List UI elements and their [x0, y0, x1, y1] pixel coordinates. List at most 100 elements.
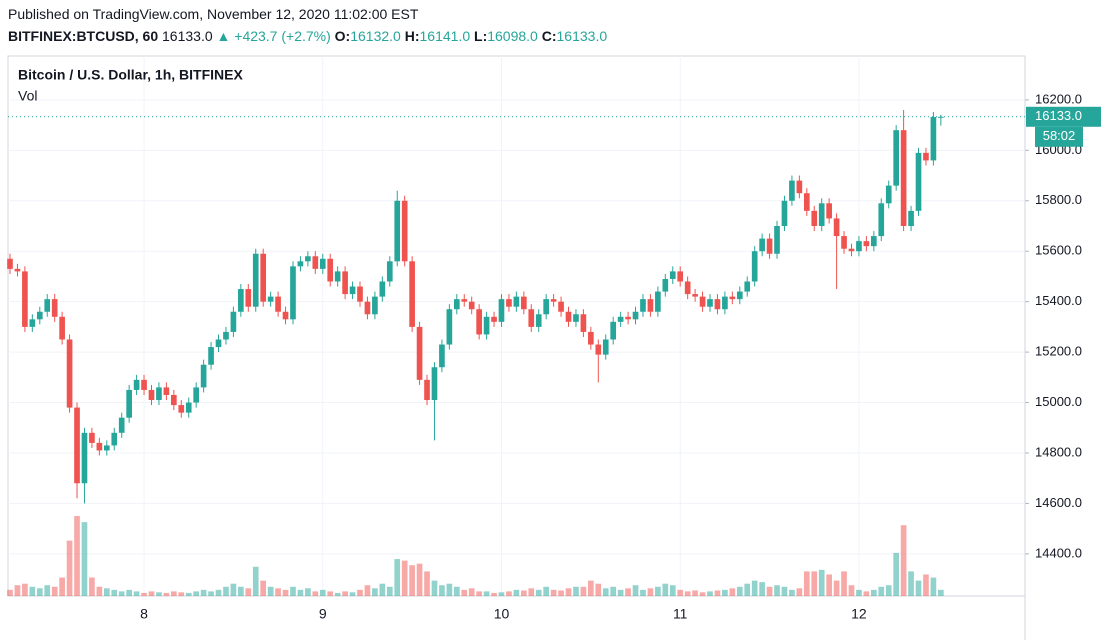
- candle-body: [297, 261, 304, 267]
- candle-body: [483, 316, 490, 335]
- volume-bar: [327, 591, 334, 596]
- volume-bar: [468, 588, 475, 596]
- candle-body: [535, 314, 542, 327]
- volume-bar: [424, 571, 430, 596]
- candle-body: [833, 218, 840, 237]
- candle-body: [290, 266, 296, 320]
- volume-bar: [833, 580, 840, 596]
- volume-bar: [148, 591, 155, 596]
- volume-bar: [267, 586, 274, 596]
- candle-body: [900, 130, 907, 226]
- volume-bar: [699, 592, 706, 596]
- candle-body: [386, 261, 393, 282]
- volume-bar: [677, 589, 684, 596]
- volume-bar: [51, 586, 58, 596]
- volume-bar: [684, 591, 691, 596]
- volume-bar: [483, 591, 490, 596]
- plot-frame: [7, 55, 1026, 597]
- candle-body: [588, 331, 594, 345]
- volume-bar: [744, 583, 751, 596]
- candle-body: [193, 387, 199, 403]
- candle-body: [111, 432, 118, 446]
- candle-body: [349, 286, 356, 295]
- volume-bar: [513, 589, 520, 596]
- candle-body: [595, 344, 602, 355]
- candle-body: [662, 278, 669, 292]
- candle-body: [372, 296, 378, 315]
- volume-bar: [908, 571, 914, 596]
- candle-body: [543, 299, 549, 315]
- candle-body: [238, 289, 244, 312]
- candle-body: [789, 180, 795, 201]
- volume-bar: [766, 586, 773, 596]
- candle-body: [200, 364, 207, 388]
- candle-body: [22, 271, 28, 327]
- y-tick-label: 16200.0: [1035, 91, 1082, 106]
- y-tick-label: 14600.0: [1035, 495, 1082, 510]
- ohlc-key: L:: [474, 28, 488, 44]
- candle-body: [394, 200, 401, 262]
- candle-body: [617, 316, 624, 322]
- candle-body: [126, 389, 132, 418]
- volume-bar: [573, 586, 579, 596]
- published-line: Published on TradingView.com, November 1…: [8, 6, 419, 22]
- volume-bar: [625, 588, 631, 596]
- volume-bar: [44, 585, 51, 596]
- candle-body: [714, 299, 721, 310]
- candle-body: [424, 379, 430, 401]
- volume-bar: [856, 589, 862, 596]
- candle-body: [766, 238, 773, 254]
- candle-body: [826, 203, 832, 219]
- candle-body: [7, 258, 13, 269]
- candle-body: [409, 261, 415, 327]
- candle-body: [476, 309, 482, 335]
- volume-bar: [193, 591, 199, 596]
- candle-body: [163, 387, 170, 395]
- volume-bar: [290, 586, 296, 596]
- candle-body: [215, 339, 222, 348]
- candle-body: [803, 193, 810, 211]
- candle-body: [796, 180, 803, 194]
- candle-body: [506, 299, 512, 307]
- x-tick-label: 9: [319, 606, 327, 622]
- volume-bar: [751, 580, 758, 596]
- volume-bar: [103, 588, 110, 596]
- y-tick-label: 15200.0: [1035, 344, 1082, 359]
- volume-bar: [223, 586, 229, 596]
- candle-body: [74, 407, 80, 484]
- volume-bar: [446, 583, 453, 596]
- volume-bar: [588, 580, 594, 596]
- candle-body: [521, 296, 527, 310]
- candle-body: [141, 379, 147, 390]
- candle-body: [565, 311, 572, 322]
- candle-layer: [7, 109, 1025, 504]
- candle-body: [118, 417, 125, 433]
- candle-body: [655, 291, 661, 312]
- volume-bar: [915, 580, 922, 596]
- candle-body: [267, 296, 274, 302]
- price: 16133.0: [162, 28, 213, 44]
- candle-body: [81, 432, 88, 484]
- volume-bar: [357, 589, 363, 596]
- candle-body: [185, 402, 192, 413]
- volume-bar: [550, 589, 557, 596]
- volume-bar: [900, 525, 907, 596]
- candle-body: [468, 301, 475, 310]
- volume-bar: [111, 589, 118, 596]
- volume-bar: [878, 586, 885, 596]
- volume-bar: [558, 590, 564, 596]
- volume-bar: [133, 591, 140, 596]
- volume-bar: [759, 582, 765, 596]
- candle-body: [528, 309, 535, 327]
- volume-bar: [602, 588, 609, 596]
- y-tick-label: 15600.0: [1035, 243, 1082, 258]
- volume-bar: [81, 522, 88, 596]
- candle-body: [811, 210, 818, 226]
- candle-body: [319, 258, 326, 269]
- volume-bar: [476, 591, 482, 596]
- last-price-box: [1026, 106, 1101, 127]
- volume-bar: [74, 516, 80, 596]
- candle-body: [357, 286, 363, 302]
- candle-body: [573, 314, 579, 322]
- volume-bar: [208, 591, 214, 596]
